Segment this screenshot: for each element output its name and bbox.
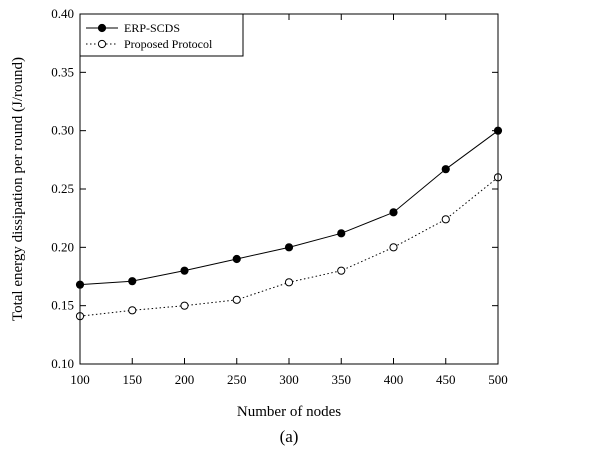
series-1-point [128,277,137,286]
plot-frame [79,13,499,365]
y-tick-label: 0.25 [51,181,74,196]
x-axis-title: Number of nodes [237,404,341,420]
series-2-point [389,243,398,252]
y-tick-label: 0.30 [51,123,74,138]
series-2-point [232,295,241,304]
series-line-1 [79,130,499,286]
y-axis-title: Total energy dissipation per round (J/ro… [10,57,26,321]
series-1-point [441,165,450,174]
legend-box [79,13,244,57]
x-tick-label: 350 [332,372,352,387]
series-1-point [180,266,189,275]
series-2-point [128,306,137,315]
series-2-point [441,215,450,224]
y-tick-label: 0.15 [51,298,74,313]
x-tick-label: 500 [488,372,508,387]
legend-marker-1 [97,23,107,33]
series-1-point [337,229,346,238]
y-tick-label: 0.10 [51,356,74,371]
series-2-point [284,278,294,287]
series-2-point [180,301,189,310]
x-tick-label: 450 [436,372,456,387]
legend: ERP-SCDS Proposed Protocol [79,13,244,57]
y-tick-label: 0.35 [51,64,74,79]
figure-caption: (a) [280,427,299,446]
series-2-point [337,266,346,275]
legend-marker-2 [97,39,107,49]
x-tick-label: 400 [384,372,404,387]
series-1-point [284,243,294,252]
y-tick-label: 0.40 [51,6,74,21]
series-1-point [232,254,241,264]
legend-label-2: Proposed Protocol [124,37,213,51]
x-tick-label: 200 [175,372,195,387]
y-tick-label: 0.20 [51,239,74,254]
x-tick-label: 300 [279,372,299,387]
x-tick-label: 100 [70,372,90,387]
x-tick-label: 150 [123,372,143,387]
series-1-point [389,208,398,217]
ticks-layer: 100 150 200 250 300 350 400 450 500 0.10 0.15 0.20 0… [51,6,508,387]
x-tick-label: 250 [227,372,247,387]
legend-label-1: ERP-SCDS [124,21,180,35]
series-layer [75,126,503,321]
